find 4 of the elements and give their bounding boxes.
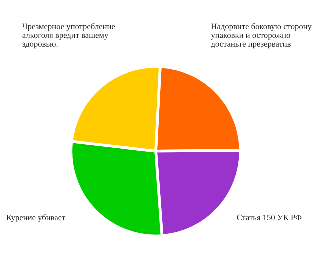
slice-label: Статья 150 УК РФ [237, 214, 302, 220]
slice-label: Чрезмерное употребление алкоголя вредит вашему здоровью. [22, 23, 116, 49]
slice-label: Надорвите боковую сторону упаковки и осторожно достаньте презерватив [211, 23, 312, 49]
slice-label: Курение убивает [6, 214, 66, 222]
